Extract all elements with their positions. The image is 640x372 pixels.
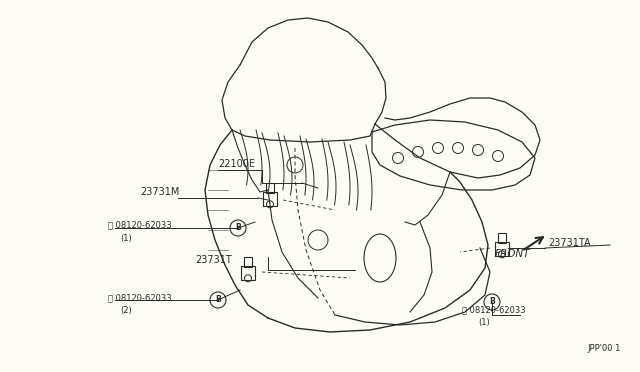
Text: FRONT: FRONT [494,248,530,259]
Bar [244,257,252,267]
Text: 23731T: 23731T [195,255,232,265]
Text: B: B [489,298,495,307]
Text: JPP'00 1: JPP'00 1 [588,344,621,353]
Bar [266,183,274,193]
Text: (1): (1) [120,234,132,243]
Text: Ⓑ 08120-62033: Ⓑ 08120-62033 [108,221,172,230]
Text: (2): (2) [120,307,132,315]
Text: B: B [235,224,241,232]
Bar [263,192,277,206]
Bar [498,232,506,243]
Text: Ⓑ 08120-62033: Ⓑ 08120-62033 [462,305,525,314]
Text: (1): (1) [478,318,490,327]
Bar [241,266,255,280]
Text: B: B [215,295,221,305]
Text: 22100E: 22100E [218,159,255,169]
Text: 23731M: 23731M [140,187,179,197]
Text: Ⓑ 08120-62033: Ⓑ 08120-62033 [108,294,172,302]
Text: 23731TA: 23731TA [548,238,591,248]
Bar [495,243,509,256]
